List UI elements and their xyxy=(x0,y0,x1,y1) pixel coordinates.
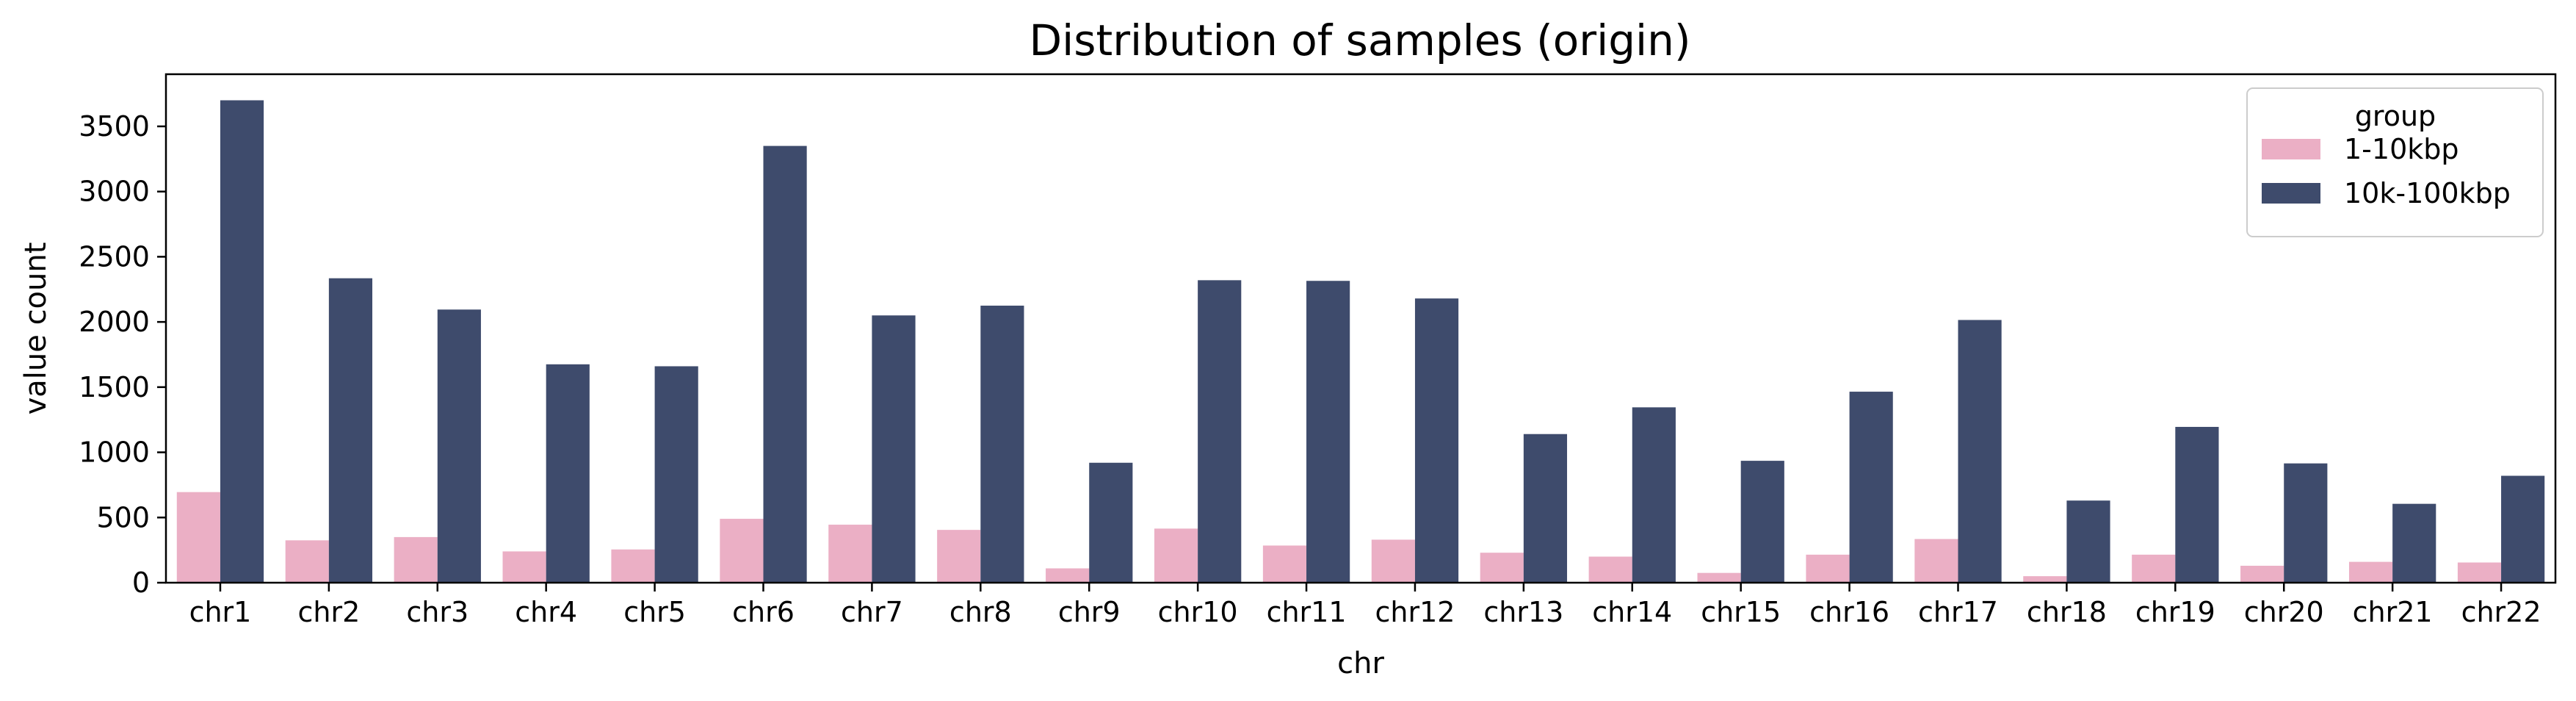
bar-chr6-10k-100kbp xyxy=(763,145,807,583)
x-tick-label: chr17 xyxy=(1918,596,1998,628)
plot-frame xyxy=(164,73,2557,584)
x-tick-label: chr22 xyxy=(2461,596,2541,628)
bar-chr3-1-10kbp xyxy=(394,536,438,583)
bar-chr8-10k-100kbp xyxy=(980,305,1024,583)
bar-chr20-10k-100kbp xyxy=(2284,463,2328,583)
bar-chr21-1-10kbp xyxy=(2348,561,2393,583)
legend-box xyxy=(2246,87,2544,237)
bar-chr11-10k-100kbp xyxy=(1306,281,1350,583)
x-tick-label: chr16 xyxy=(1809,596,1889,628)
x-tick-label: chr5 xyxy=(623,596,686,628)
x-tick-label: chr15 xyxy=(1701,596,1781,628)
x-tick-label: chr12 xyxy=(1375,596,1455,628)
y-axis-label: value count xyxy=(19,242,53,415)
bar-chr4-10k-100kbp xyxy=(546,364,590,583)
bar-chr9-1-10kbp xyxy=(1046,568,1090,583)
bar-chr3-10k-100kbp xyxy=(437,309,481,583)
bar-chr18-1-10kbp xyxy=(2023,576,2067,583)
bar-chr8-1-10kbp xyxy=(937,530,981,583)
x-tick-label: chr19 xyxy=(2135,596,2215,628)
bar-chr22-10k-100kbp xyxy=(2501,475,2545,583)
y-tick-label: 500 xyxy=(96,501,150,533)
bar-chr19-1-10kbp xyxy=(2132,554,2176,583)
legend-swatch-10k-100kbp xyxy=(2262,183,2320,204)
bar-chr7-10k-100kbp xyxy=(872,315,916,583)
bar-chr6-1-10kbp xyxy=(720,519,764,583)
y-tick-label: 1500 xyxy=(79,371,150,403)
bar-chr1-1-10kbp xyxy=(176,492,220,583)
y-tick-label: 2000 xyxy=(79,306,150,338)
bar-chr1-10k-100kbp xyxy=(220,100,264,583)
bar-chr2-10k-100kbp xyxy=(328,278,373,583)
x-axis-label: chr xyxy=(1337,647,1384,680)
bar-chr16-10k-100kbp xyxy=(1849,392,1893,583)
y-tick-label: 0 xyxy=(132,567,150,599)
x-tick-label: chr10 xyxy=(1158,596,1238,628)
bar-chr10-1-10kbp xyxy=(1154,528,1198,583)
y-axis: 0 500 1000 1500 2000 2500 3000 3500 xyxy=(79,110,166,599)
x-tick-label: chr14 xyxy=(1592,596,1672,628)
bar-chr14-10k-100kbp xyxy=(1632,407,1676,583)
chart-title: Distribution of samples (origin) xyxy=(1029,15,1690,65)
bar-chr15-10k-100kbp xyxy=(1740,461,1784,583)
bar-chr2-1-10kbp xyxy=(285,540,329,583)
x-tick-label: chr9 xyxy=(1058,596,1121,628)
y-tick-label: 3000 xyxy=(79,176,150,208)
bar-chr12-10k-100kbp xyxy=(1414,298,1459,583)
bar-chr11-1-10kbp xyxy=(1262,545,1307,583)
bar-chr13-1-10kbp xyxy=(1480,553,1524,583)
bar-chr17-1-10kbp xyxy=(1914,539,1958,583)
legend-title: group xyxy=(2355,100,2436,132)
plot-area xyxy=(176,100,2545,583)
x-tick-label: chr8 xyxy=(949,596,1012,628)
legend-label-1-10kbp: 1-10kbp xyxy=(2344,133,2459,165)
bar-chr13-10k-100kbp xyxy=(1523,434,1568,583)
bar-chr10-10k-100kbp xyxy=(1198,280,1242,583)
bar-chr19-10k-100kbp xyxy=(2175,426,2219,583)
x-tick-label: chr2 xyxy=(297,596,360,628)
x-tick-label: chr6 xyxy=(732,596,795,628)
x-axis: chr1 chr2 chr3 chr4 chr5 chr6 chr7 chr8 chr9 chr1… xyxy=(189,583,2541,628)
bar-chr9-10k-100kbp xyxy=(1089,462,1133,583)
x-tick-label: chr4 xyxy=(515,596,577,628)
legend-swatch-1-10kbp xyxy=(2262,139,2320,159)
bar-chr12-1-10kbp xyxy=(1371,539,1415,583)
x-tick-label: chr20 xyxy=(2244,596,2324,628)
x-tick-label: chr1 xyxy=(189,596,252,628)
legend: group 1-10kbp 10k-100kbp xyxy=(2246,87,2544,237)
x-tick-label: chr3 xyxy=(406,596,468,628)
y-tick-label: 1000 xyxy=(79,436,150,469)
bar-chr16-1-10kbp xyxy=(1806,554,1850,583)
y-tick-label: 2500 xyxy=(79,240,150,273)
x-tick-label: chr13 xyxy=(1483,596,1563,628)
bar-chr4-1-10kbp xyxy=(502,551,546,583)
x-tick-label: chr11 xyxy=(1267,596,1347,628)
bar-chr21-10k-100kbp xyxy=(2392,503,2436,583)
bar-chr5-1-10kbp xyxy=(611,549,655,583)
bar-chr5-10k-100kbp xyxy=(654,366,698,583)
bar-chr18-10k-100kbp xyxy=(2066,500,2110,583)
x-tick-label: chr7 xyxy=(841,596,903,628)
bar-chr17-10k-100kbp xyxy=(1958,320,2002,583)
bar-chr14-1-10kbp xyxy=(1588,556,1632,583)
y-tick-label: 3500 xyxy=(79,110,150,143)
bar-chr7-1-10kbp xyxy=(828,525,872,583)
x-tick-label: chr21 xyxy=(2353,596,2433,628)
bar-chr20-1-10kbp xyxy=(2240,565,2284,583)
bar-chr15-1-10kbp xyxy=(1697,572,1741,583)
x-tick-label: chr18 xyxy=(2027,596,2107,628)
legend-label-10k-100kbp: 10k-100kbp xyxy=(2344,177,2511,209)
bar-chr22-1-10kbp xyxy=(2457,562,2502,583)
